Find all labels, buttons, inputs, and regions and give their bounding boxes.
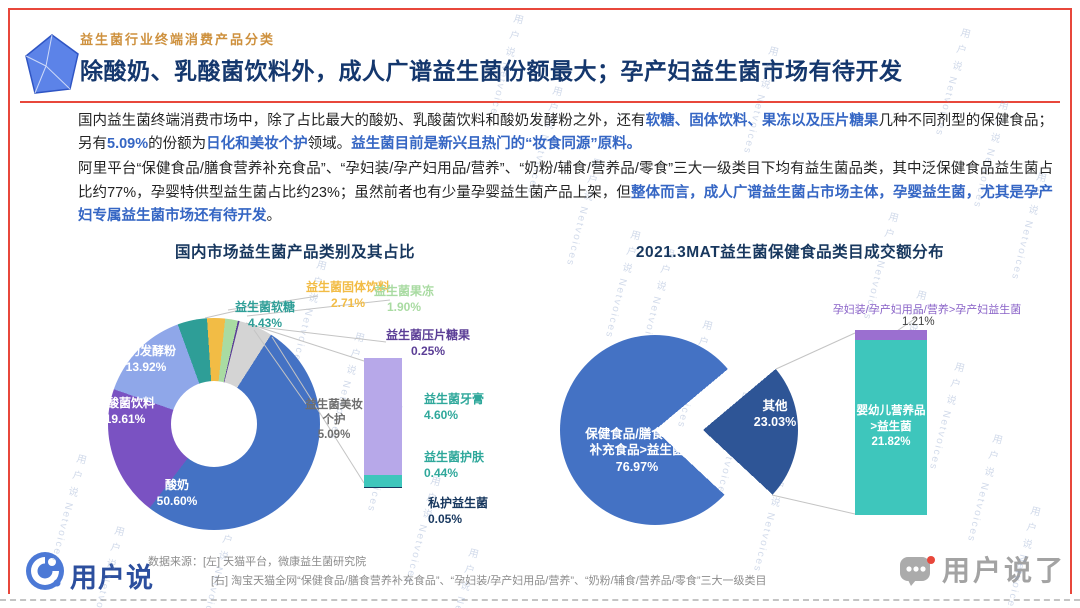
maternity-pct: 1.21% <box>902 316 935 328</box>
text-segment: 5.09% <box>107 136 149 153</box>
bar-label-private-care: 私护益生菌 0.05% <box>428 496 489 526</box>
bar-label-toothpaste: 益生菌牙膏 4.60% <box>424 392 485 422</box>
beauty-breakdown-bar <box>364 358 402 488</box>
brand-gem-logo <box>25 34 79 94</box>
text-segment: 。 <box>266 207 282 224</box>
slice-label-beauty-care: 益生菌美妆个护 5.09% <box>305 399 363 441</box>
bar-seg-private-care <box>364 486 402 488</box>
slice-label-gummy: 益生菌软糖 4.43% <box>234 300 295 330</box>
title-divider <box>20 101 1060 103</box>
watermark: 用 户 说 Netvoices <box>926 360 965 472</box>
text-segment: 软糖、固体饮料、果冻以及压片糖果 <box>645 113 879 129</box>
source-right: [右] 淘宝天猫全网“保健食品/膳食营养补充食品”、“孕妇装/孕产妇用品/营养”… <box>211 575 767 588</box>
brand-name: 用户说 <box>70 563 154 593</box>
text-segment: 国内益生菌终端消费市场中，除了占比最大的酸奶、乳酸菌饮料和酸奶发酵粉之外，还有 <box>78 113 646 129</box>
source-left: [左] 天猫平台，微康益生菌研究院 <box>203 556 367 568</box>
donut-hole <box>171 381 257 467</box>
bar-seg-infant: 婴幼儿营养品>益生菌 21.82% <box>855 339 927 515</box>
frame-right-line <box>1070 8 1072 594</box>
page-title: 除酸奶、乳酸菌饮料外，成人广谱益生菌份额最大；孕产妇益生菌市场有待开发 <box>80 58 903 84</box>
wechat-logo-icon <box>900 556 935 586</box>
bar-seg-maternity <box>855 330 927 340</box>
text-segment: 阿里平台“保健食品/膳食营养补充食品”、“孕妇装/孕产妇用品/营养”、“奶粉/辅… <box>78 161 1053 201</box>
tmall-pie-other <box>608 335 798 525</box>
slice-label-lactic-drink: 乳酸菌饮料 19.61% <box>94 396 155 426</box>
text-segment: 几种不同剂型的保健食品；另有 <box>78 113 1054 153</box>
tmall-breakdown-bar: 婴幼儿营养品>益生菌 21.82% <box>855 330 927 515</box>
right-chart-title: 2021.3MAT益生菌保健食品类目成交额分布 <box>635 244 945 261</box>
watermark: 用 户 说 Netvoices <box>48 452 87 564</box>
maternity-caption: 孕妇装/孕产妇用品/营养>孕产妇益生菌 <box>832 304 1022 316</box>
watermark: 用 户 说 Netvoices <box>964 432 1003 544</box>
slice-label-tablet-candy: 益生菌压片糖果 0.25% <box>385 328 470 358</box>
section-eyebrow: 益生菌行业终端消费产品分类 <box>80 32 276 47</box>
text-segment: 领域。 <box>307 136 352 153</box>
text-segment: 日化和美妆个护 <box>206 136 308 153</box>
body-text: 国内益生菌终端消费市场中，除了占比最大的酸奶、乳酸菌饮料和酸奶发酵粉之外，还有软… <box>78 110 1053 230</box>
text-segment: 整体而言，成人广谱益生菌占市场主体，孕婴益生菌，尤其是孕产妇专属益生菌市场还有待… <box>78 184 1054 224</box>
slice-label-jelly: 益生菌果冻 1.90% <box>373 284 434 314</box>
text-segment: 的份额为 <box>148 136 207 153</box>
wechat-account-name: 用户说了 <box>942 555 1067 586</box>
bar-seg-skincare <box>364 475 402 487</box>
bar-seg-toothpaste <box>364 358 402 476</box>
slice-label-fermented-powder: 酸奶发酵粉 13.92% <box>115 344 176 374</box>
frame-left-line <box>8 8 10 594</box>
slice-label-health-food: 保健食品/膳食营养补充食品>益生菌 76.97% <box>585 427 689 474</box>
text-segment: 益生菌目前是新兴且热门的“妆食同源”原料。 <box>351 136 642 153</box>
brand-logo-icon <box>26 552 64 590</box>
bottom-dashed-line <box>0 599 1080 601</box>
left-chart-title: 国内市场益生菌产品类别及其占比 <box>174 244 415 261</box>
frame-top-line <box>8 8 1072 10</box>
bar-label-skincare: 益生菌护肤 0.44% <box>424 450 485 480</box>
paragraph: 国内益生菌终端消费市场中，除了占比最大的酸奶、乳酸菌饮料和酸奶发酵粉之外，还有软… <box>78 110 1053 156</box>
source-label: 数据来源： <box>148 556 203 568</box>
slice-label-other: 其他 23.03% <box>753 399 797 430</box>
data-source: 数据来源：[左] 天猫平台，微康益生菌研究院 [右] 淘宝天猫全网“保健食品/膳… <box>148 553 888 592</box>
paragraph: 阿里平台“保健食品/膳食营养补充食品”、“孕妇装/孕产妇用品/营养”、“奶粉/辅… <box>78 158 1053 228</box>
slice-label-yogurt: 酸奶 50.60% <box>156 478 198 508</box>
